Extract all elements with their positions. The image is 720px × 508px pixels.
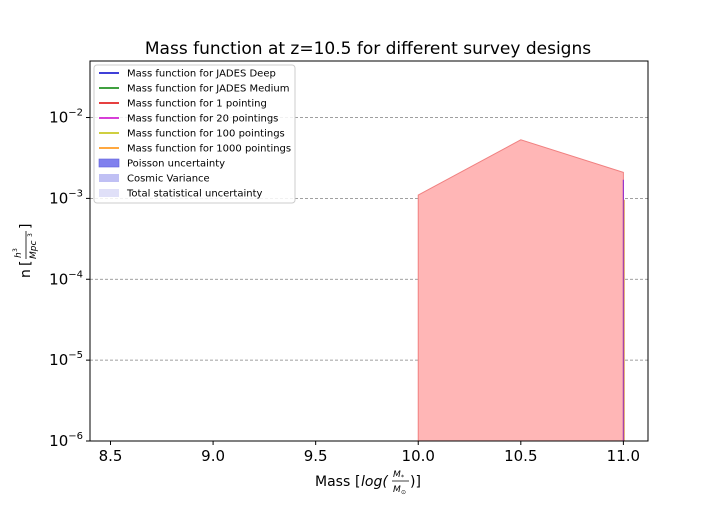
legend-label-1: Mass function for JADES Medium xyxy=(127,84,289,95)
legend-label-0: Mass function for JADES Deep xyxy=(127,69,276,80)
x-axis-label-log: log( xyxy=(361,474,388,490)
x-tick-label-4: 10.5 xyxy=(504,447,537,465)
x-axis-label-name: Mass xyxy=(315,474,350,490)
x-axis-label-numerator-sub: * xyxy=(401,474,404,481)
x-axis-label-numerator: M xyxy=(393,470,401,480)
y-tick-label-3: 10−3 xyxy=(49,188,83,207)
x-axis-label: Mass [ log( M * M ⊙ )] xyxy=(315,470,421,496)
legend-swatch-7 xyxy=(99,174,119,182)
legend-label-4: Mass function for 100 pointings xyxy=(127,129,285,140)
y-tick-label-1: 10−5 xyxy=(49,350,83,369)
y-axis-label-numerator-sup: 3 xyxy=(12,248,19,252)
plot-frame xyxy=(89,60,649,442)
legend-label-8: Total statistical uncertainty xyxy=(126,189,263,200)
y-axis-label-unit-close: ] xyxy=(18,224,34,229)
x-tick-label-1: 9.0 xyxy=(201,447,225,465)
x-tick-label-5: 11.0 xyxy=(607,447,640,465)
y-tick-label-2: 10−4 xyxy=(49,269,83,288)
legend-label-6: Poisson uncertainty xyxy=(127,159,225,170)
y-axis-label: n [ h 3 Mpc 3 ] xyxy=(12,224,39,278)
x-tick-label-2: 9.5 xyxy=(304,447,328,465)
chart-title: Mass function at z=10.5 for different su… xyxy=(145,39,591,59)
legend-label-2: Mass function for 1 pointing xyxy=(127,99,267,110)
legend-swatch-8 xyxy=(99,189,119,197)
y-axis-label-numerator: h xyxy=(14,252,24,258)
x-axis-label-denominator: M xyxy=(393,485,401,495)
legend-items: Mass function for JADES Deep Mass functio… xyxy=(98,69,291,200)
y-tick-label-0: 10−6 xyxy=(49,431,83,450)
legend-label-5: Mass function for 1000 pointings xyxy=(127,144,291,155)
x-axis-ticks: 8.5 9.0 9.5 10.0 10.5 11.0 xyxy=(99,441,640,465)
x-axis-label-unit-open: [ xyxy=(355,474,360,490)
filled-region-layer xyxy=(417,139,625,442)
legend: Mass function for JADES Deep Mass functio… xyxy=(93,64,296,204)
y-axis-label-name: n xyxy=(18,269,34,278)
x-tick-label-0: 8.5 xyxy=(99,447,123,465)
y-tick-label-4: 10−2 xyxy=(49,108,83,127)
y-axis-ticks: 10−6 10−5 10−4 10−3 10−2 xyxy=(49,108,90,450)
legend-label-7: Cosmic Variance xyxy=(127,174,210,185)
uncertainty-area xyxy=(417,139,624,442)
legend-label-3: Mass function for 20 pointings xyxy=(127,114,278,125)
y-axis-label-denominator-sup: 3 xyxy=(27,233,34,237)
legend-swatch-6 xyxy=(98,158,120,168)
legend-box xyxy=(93,64,296,204)
y-axis-label-denominator: Mpc xyxy=(29,241,39,259)
x-tick-label-3: 10.0 xyxy=(402,447,435,465)
x-axis-label-unit-close: )] xyxy=(410,474,421,490)
y-axis-label-unit-open: [ xyxy=(18,261,34,266)
x-axis-label-denominator-sub: ⊙ xyxy=(401,489,406,496)
